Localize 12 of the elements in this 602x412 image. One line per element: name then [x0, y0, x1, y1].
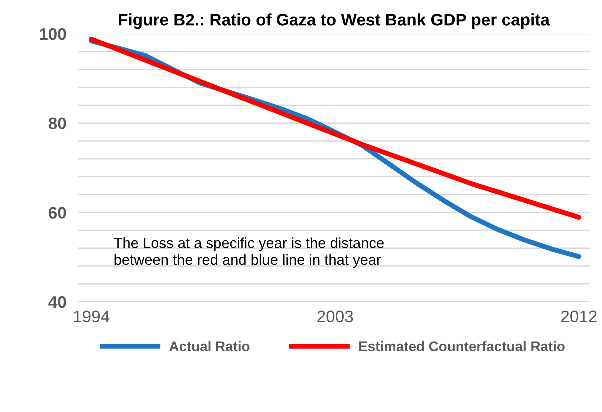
y-tick-label: 60 — [48, 207, 66, 219]
legend-label: Actual Ratio — [170, 341, 250, 352]
x-tick-label: 2012 — [561, 310, 597, 323]
line-series — [89, 36, 582, 220]
chart-title: Figure B2.: Ratio of Gaza to West Bank GDP per capita — [119, 14, 550, 30]
x-tick-label: 1994 — [74, 310, 110, 323]
annotation: The Loss at a specific year is the distance between the red and blue line in that year — [114, 238, 384, 268]
x-tick-label: 2003 — [318, 310, 354, 323]
y-tick-label: 100 — [40, 28, 66, 40]
legend-label: Estimated Counterfactual Ratio — [360, 341, 565, 352]
y-tick-label: 80 — [48, 118, 66, 130]
y-tick-label: 40 — [48, 296, 66, 308]
